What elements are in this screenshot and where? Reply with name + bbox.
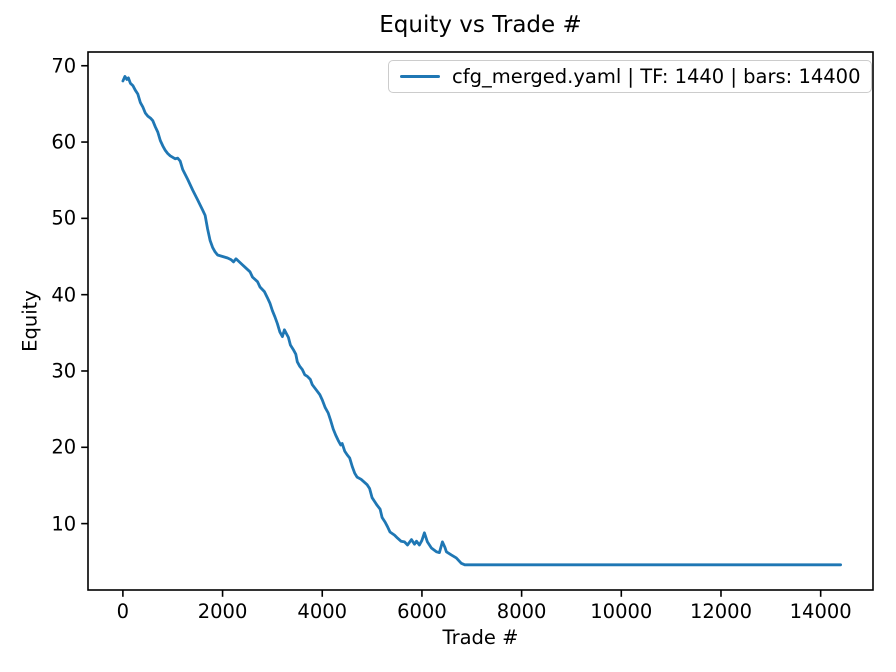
y-tick-label: 30 (51, 359, 77, 383)
legend-line-icon (400, 75, 440, 78)
y-tick-label: 10 (51, 512, 77, 536)
equity-line (121, 75, 842, 567)
plot-border (87, 51, 874, 591)
x-tick-label: 2000 (197, 600, 248, 623)
x-tick-label: 6000 (397, 600, 447, 623)
x-tick-label: 4000 (297, 600, 348, 623)
y-tick-label: 50 (51, 206, 77, 230)
x-axis-label: Trade # (442, 626, 519, 649)
chart-title: Equity vs Trade # (379, 12, 582, 38)
x-tick-label: 0 (116, 600, 130, 623)
legend: cfg_merged.yaml | TF: 1440 | bars: 14400 (388, 60, 873, 93)
y-tick-label: 70 (51, 54, 77, 78)
y-tick-label: 40 (51, 283, 77, 307)
legend-label: cfg_merged.yaml | TF: 1440 | bars: 14400 (452, 65, 861, 88)
y-tick-label: 60 (51, 130, 77, 154)
x-tick-label: 8000 (496, 600, 547, 623)
x-tick-label: 10000 (590, 600, 653, 623)
x-tick-label: 14000 (789, 600, 852, 623)
x-tick-label: 12000 (689, 600, 752, 623)
y-tick-label: 20 (51, 435, 77, 459)
